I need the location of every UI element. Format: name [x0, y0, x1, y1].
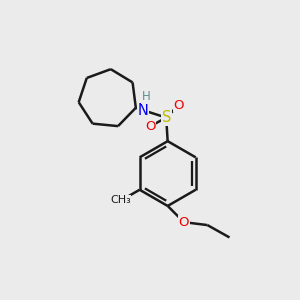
Text: N: N — [138, 103, 149, 118]
Text: S: S — [161, 110, 171, 125]
Text: O: O — [145, 120, 155, 133]
Text: CH₃: CH₃ — [110, 195, 131, 205]
Text: O: O — [173, 99, 184, 112]
Text: H: H — [142, 91, 151, 103]
Text: O: O — [178, 216, 189, 229]
